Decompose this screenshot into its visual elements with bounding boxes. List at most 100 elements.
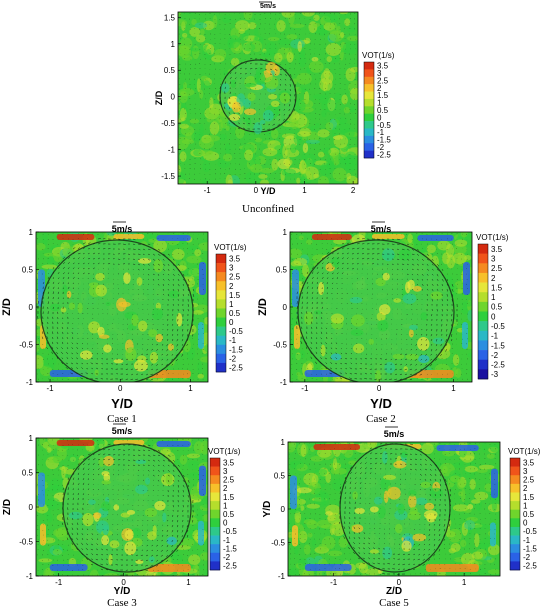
colorbar-swatch: [478, 350, 488, 361]
colorbar-swatch: [216, 263, 226, 273]
reference-vector-label: 5m/s: [112, 426, 133, 436]
colorbar-level-label: -2: [523, 553, 531, 562]
colorbar-swatch: [364, 150, 374, 159]
colorbar-swatch: [216, 317, 226, 327]
colorbar-swatch: [478, 369, 488, 380]
colorbar-frame: [215, 253, 227, 373]
x-axis-label: Y/D: [111, 396, 133, 411]
colorbar-swatch: [216, 272, 226, 282]
y-tick-label: -1: [26, 572, 34, 581]
colorbar-level-label: -1: [491, 332, 499, 341]
reference-vector-label: 5m/s: [112, 224, 133, 234]
colorbar-level-label: -2.5: [223, 562, 237, 571]
colorbar-legend: VOT(1/s) 3.532.521.510.50-0.5-1-1.5-2-2.5: [362, 51, 395, 159]
x-tick-label: 1: [462, 578, 467, 587]
colorbar-level-label: 3.5: [223, 458, 235, 467]
colorbar-level-label: -0.5: [223, 527, 237, 536]
colorbar-swatch: [216, 344, 226, 355]
y-tick-label: -0.5: [271, 539, 285, 548]
panel-caption: Case 1: [107, 413, 137, 425]
y-tick-label: 1: [281, 438, 286, 447]
colorbar-swatch: [216, 281, 226, 291]
x-axis-label: Y/D: [370, 396, 392, 411]
colorbar-swatch: [216, 290, 226, 300]
y-tick-label: -1: [168, 146, 176, 155]
reference-vector-label: 5m/s: [384, 429, 405, 439]
colorbar-swatch: [478, 244, 488, 254]
y-tick-label: 0: [281, 505, 286, 514]
colorbar-level-label: 0: [223, 519, 228, 528]
x-tick-label: 0: [118, 384, 123, 393]
colorbar-swatch: [478, 340, 488, 351]
colorbar-level-label: 2: [377, 84, 382, 93]
colorbar-level-label: -0.5: [491, 322, 505, 331]
colorbar-swatch: [510, 483, 520, 493]
y-tick-label: 0.5: [22, 469, 34, 478]
colorbar-legend: VOT(1/s) 3.532.521.510.50-0.5-1-1.5-2-2.5: [208, 447, 241, 571]
colorbar-level-label: 1: [491, 293, 496, 302]
colorbar-swatch: [364, 143, 374, 151]
colorbar-level-label: -0.5: [523, 527, 537, 536]
colorbar-frame: [477, 243, 489, 380]
colorbar-level-label: 2: [229, 282, 234, 291]
colorbar-frame: [209, 457, 221, 571]
colorbar-swatch: [364, 113, 374, 122]
colorbar-swatch: [510, 509, 520, 519]
x-tick-label: -1: [55, 578, 63, 587]
colorbar-level-label: -0.5: [229, 327, 243, 336]
colorbar-swatch: [478, 301, 488, 312]
colorbar-swatch: [510, 492, 520, 502]
colorbar-level-label: 3.5: [377, 62, 389, 71]
panel-caption: Unconfined: [242, 203, 294, 215]
colorbar-level-label: -1.5: [223, 544, 237, 553]
colorbar-swatch: [216, 254, 226, 264]
y-tick-label: -1: [26, 378, 34, 387]
colorbar-swatch: [510, 544, 520, 554]
colorbar-swatch: [364, 84, 374, 92]
colorbar-level-label: -1: [377, 128, 385, 137]
y-tick-label: 0: [171, 93, 176, 102]
y-tick-label: 0: [29, 503, 34, 512]
y-tick-label: 1: [283, 228, 288, 237]
colorbar-swatch: [210, 483, 220, 493]
colorbar-swatch: [210, 458, 220, 467]
velocity-vectors: [37, 439, 204, 576]
colorbar-level-label: 0: [229, 318, 234, 327]
colorbar-level-label: 0: [491, 312, 496, 321]
colorbar-swatch: [478, 253, 488, 264]
colorbar-swatch: [216, 353, 226, 364]
colorbar-level-label: 0.5: [229, 309, 241, 318]
colorbar-level-label: 1.5: [377, 91, 389, 100]
reference-vector-label: 5m/s: [371, 224, 392, 234]
colorbar-swatch: [510, 518, 520, 528]
y-tick-label: -1.5: [161, 172, 175, 181]
y-tick-label: 0.5: [22, 266, 34, 275]
colorbar-swatch: [510, 535, 520, 545]
vorticity-contours: [178, 12, 358, 184]
colorbar-level-label: 0.5: [523, 510, 535, 519]
colorbar-level-label: 1: [223, 501, 228, 510]
colorbar-swatch: [478, 321, 488, 332]
colorbar-level-label: -2: [491, 351, 499, 360]
y-tick-label: 0.5: [164, 66, 176, 75]
jet-core: [62, 443, 192, 573]
colorbar-level-label: 3.5: [523, 458, 535, 467]
colorbar-swatch: [216, 308, 226, 318]
velocity-vectors: [179, 13, 356, 180]
colorbar-level-label: 1.5: [523, 493, 535, 502]
colorbar-swatch: [510, 501, 520, 510]
velocity-vectors: [291, 233, 468, 381]
colorbar-swatch: [510, 552, 520, 562]
colorbar-level-label: -1.5: [491, 341, 505, 350]
colorbar-swatch: [364, 128, 374, 137]
colorbar-swatch: [510, 466, 520, 476]
x-tick-label: -1: [301, 384, 309, 393]
colorbar-swatch: [210, 492, 220, 502]
colorbar-swatch: [364, 69, 374, 78]
colorbar-level-label: 1: [377, 99, 382, 108]
colorbar-level-label: 0.5: [377, 106, 389, 115]
colorbar-swatch: [216, 326, 226, 336]
x-tick-label: 1: [186, 578, 191, 587]
colorbar-level-label: 3.5: [229, 255, 241, 264]
